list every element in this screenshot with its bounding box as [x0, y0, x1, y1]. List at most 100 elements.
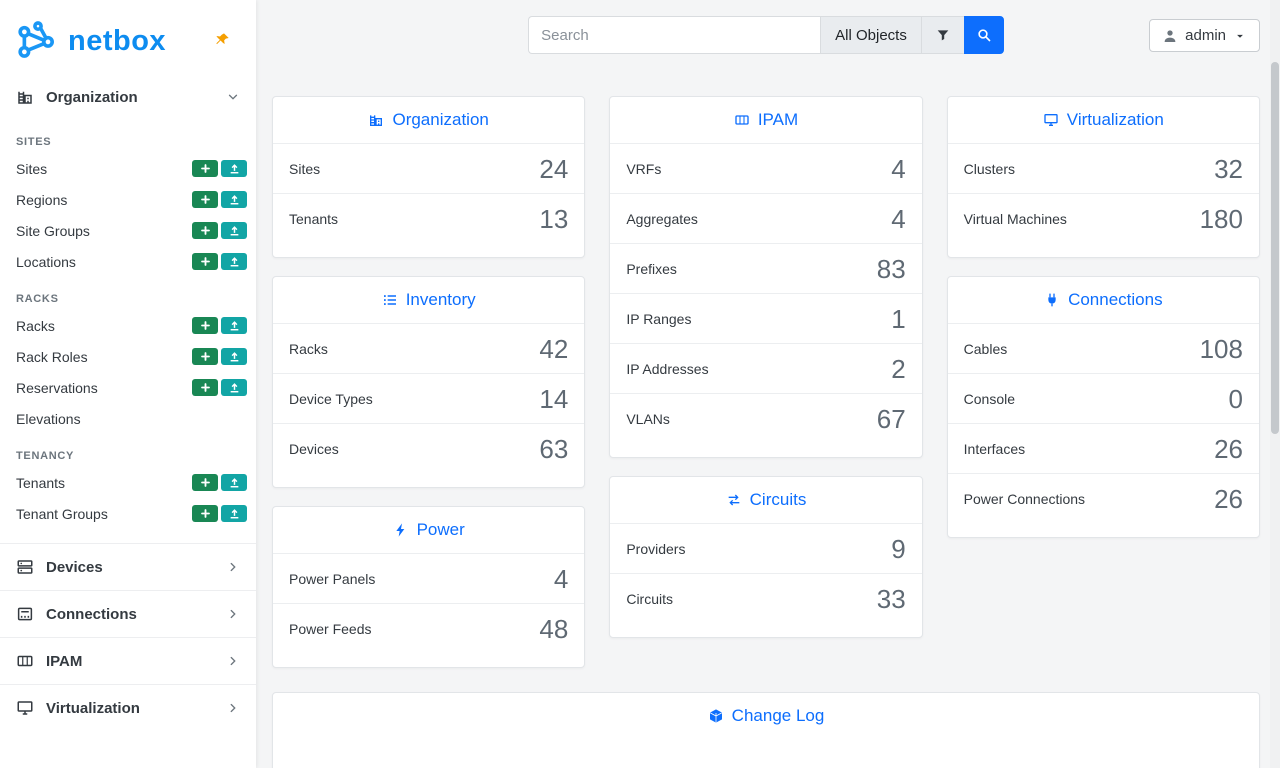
plug-icon [1044, 292, 1060, 308]
scrollbar-thumb[interactable] [1271, 62, 1279, 434]
sidebar-item-racks[interactable]: Racks [0, 310, 256, 341]
search-scope-button[interactable]: All Objects [820, 16, 921, 54]
sidebar-item-regions[interactable]: Regions [0, 184, 256, 215]
import-button[interactable] [221, 474, 247, 491]
add-button[interactable] [192, 253, 218, 270]
add-button[interactable] [192, 474, 218, 491]
stat-label: Devices [289, 440, 339, 457]
stat-value[interactable]: 32 [1214, 153, 1243, 184]
sidebar-section-devices[interactable]: Devices [0, 543, 256, 590]
stat-value[interactable]: 83 [876, 253, 906, 284]
sidebar-item-site-groups[interactable]: Site Groups [0, 215, 256, 246]
stat-row: Console 0 [947, 373, 1259, 423]
add-button[interactable] [192, 317, 218, 334]
netbox-logo[interactable]: netbox [16, 21, 166, 61]
stat-value[interactable]: 24 [539, 153, 569, 184]
chevron-right-icon [226, 607, 240, 621]
import-button[interactable] [221, 222, 247, 239]
chevron-right-icon [226, 560, 240, 574]
stat-value[interactable]: 13 [539, 203, 569, 234]
building-icon [16, 88, 34, 106]
plus-icon [200, 163, 211, 174]
import-button[interactable] [221, 253, 247, 270]
add-button[interactable] [192, 348, 218, 365]
add-button[interactable] [192, 222, 218, 239]
stat-row: VRFs 4 [610, 143, 922, 193]
sidebar-section-virtualization[interactable]: Virtualization [0, 684, 256, 731]
change-log-card-title[interactable]: Change Log [289, 706, 1243, 726]
upload-icon [229, 163, 240, 174]
import-button[interactable] [221, 160, 247, 177]
transfer-arrows-icon [726, 492, 742, 508]
sidebar-item-rack-roles[interactable]: Rack Roles [0, 341, 256, 372]
upload-icon [229, 256, 240, 267]
sidebar-item-tenants[interactable]: Tenants [0, 467, 256, 498]
stat-value[interactable]: 108 [1199, 333, 1243, 364]
circuits-card-title[interactable]: Circuits [626, 490, 905, 510]
stat-value[interactable]: 63 [539, 433, 569, 464]
lightning-bolt-icon [393, 522, 409, 538]
import-button[interactable] [221, 317, 247, 334]
stat-value[interactable]: 1 [891, 303, 906, 334]
stat-label: Power Panels [289, 570, 376, 587]
connections-card-title[interactable]: Connections [964, 290, 1243, 310]
import-button[interactable] [221, 191, 247, 208]
stat-row: IP Ranges 1 [610, 293, 922, 343]
stat-value[interactable]: 9 [891, 533, 906, 564]
sidebar-item-sites[interactable]: Sites [0, 153, 256, 184]
import-button[interactable] [221, 379, 247, 396]
stat-label: VRFs [626, 160, 662, 177]
stat-label: VLANs [626, 410, 670, 427]
funnel-icon [935, 27, 951, 43]
stat-row: Clusters 32 [947, 143, 1259, 193]
stat-label: Aggregates [626, 210, 698, 227]
caret-down-icon [1233, 29, 1247, 43]
sidebar-group-racks: RACKS Racks Rack Roles Reservations [0, 277, 256, 434]
import-button[interactable] [221, 505, 247, 522]
import-button[interactable] [221, 348, 247, 365]
add-button[interactable] [192, 160, 218, 177]
stat-value[interactable]: 42 [539, 333, 569, 364]
user-label: admin [1185, 27, 1226, 44]
add-button[interactable] [192, 379, 218, 396]
stat-value[interactable]: 67 [876, 403, 906, 434]
connections-icon [16, 605, 34, 623]
stat-value[interactable]: 26 [1214, 483, 1243, 514]
card-header: Inventory [273, 277, 584, 323]
upload-icon [229, 477, 240, 488]
stat-value[interactable]: 4 [891, 153, 906, 184]
sidebar-section-organization[interactable]: Organization [0, 74, 256, 120]
stat-row: VLANs 67 [610, 393, 922, 443]
pin-sidebar-button[interactable] [212, 30, 232, 53]
sidebar-item-tenant-groups[interactable]: Tenant Groups [0, 498, 256, 529]
stat-value[interactable]: 48 [539, 613, 569, 644]
stat-value[interactable]: 26 [1214, 433, 1243, 464]
sidebar-item-elevations[interactable]: Elevations [0, 403, 256, 434]
virtualization-icon [16, 699, 34, 717]
card-header: Circuits [610, 477, 921, 523]
section-label: Organization [46, 88, 138, 106]
chevron-right-icon [226, 654, 240, 668]
filter-button[interactable] [920, 16, 964, 54]
user-menu-button[interactable]: admin [1149, 19, 1260, 52]
power-card-title[interactable]: Power [289, 520, 568, 540]
stat-value[interactable]: 2 [891, 353, 906, 384]
search-input[interactable] [528, 16, 821, 54]
add-button[interactable] [192, 191, 218, 208]
stat-value[interactable]: 180 [1199, 203, 1243, 234]
sidebar-section-connections[interactable]: Connections [0, 590, 256, 637]
sidebar-section-ipam[interactable]: IPAM [0, 637, 256, 684]
virtualization-card-title[interactable]: Virtualization [964, 110, 1243, 130]
search-submit-button[interactable] [963, 16, 1004, 54]
organization-card-title[interactable]: Organization [289, 110, 568, 130]
inventory-card-title[interactable]: Inventory [289, 290, 568, 310]
stat-value[interactable]: 4 [891, 203, 906, 234]
sidebar-item-reservations[interactable]: Reservations [0, 372, 256, 403]
add-button[interactable] [192, 505, 218, 522]
stat-value[interactable]: 33 [876, 583, 906, 614]
stat-value[interactable]: 4 [553, 563, 569, 594]
ipam-card-title[interactable]: IPAM [626, 110, 905, 130]
stat-value[interactable]: 14 [539, 383, 569, 414]
sidebar-item-locations[interactable]: Locations [0, 246, 256, 277]
stat-value[interactable]: 0 [1228, 383, 1243, 414]
